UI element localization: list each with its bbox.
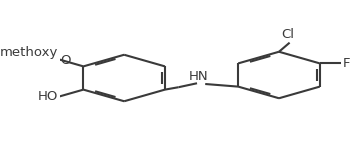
Text: F: F — [343, 57, 350, 70]
Text: HN: HN — [189, 69, 208, 82]
Text: Cl: Cl — [282, 28, 294, 41]
Text: methoxy: methoxy — [0, 46, 58, 59]
Text: O: O — [61, 54, 71, 67]
Text: HO: HO — [38, 90, 58, 103]
